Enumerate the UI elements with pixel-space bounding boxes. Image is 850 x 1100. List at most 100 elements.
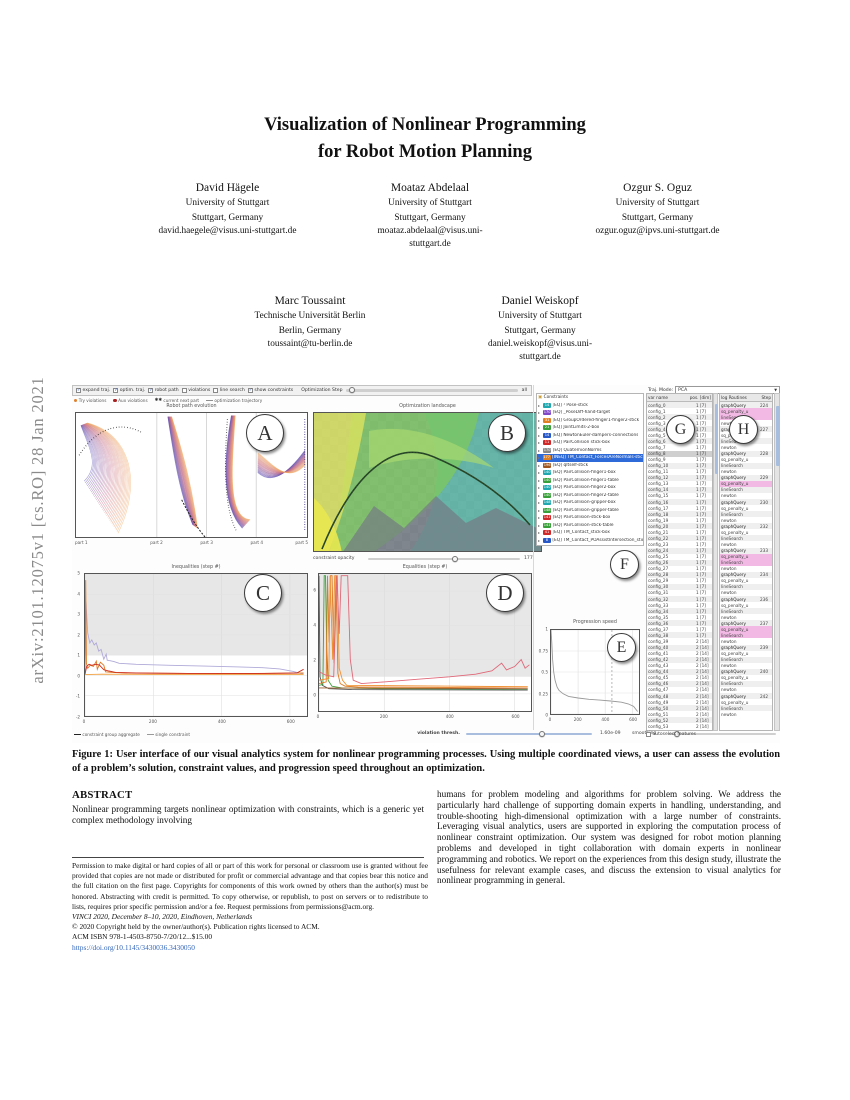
table-row[interactable]: graphQuery 236 <box>720 596 772 603</box>
table-row[interactable]: graphQuery 240 <box>720 668 772 675</box>
table-row[interactable]: config_43 2 [14] <box>647 663 712 669</box>
table-row[interactable]: config_52 2 [14] <box>647 717 712 724</box>
constraint-item[interactable]: ▸ 196 [EQ] qItself-stick <box>537 462 643 470</box>
table-row[interactable]: graphQuery 224 <box>720 402 772 409</box>
constraint-item[interactable]: ▸ 41 [EQ] TM_Contact_stick-box <box>537 529 643 537</box>
constraint-item[interactable]: ▸ 14 [EQ] ¹ Pose-stick <box>537 402 643 410</box>
constraint-opacity-slider[interactable] <box>368 555 520 562</box>
table-row[interactable]: newton <box>720 541 772 547</box>
optimization-step-knob[interactable] <box>348 386 355 393</box>
table-row[interactable]: graphQuery 233 <box>720 547 772 554</box>
constraint-item[interactable]: ▸ 14 [EQ] NewtonEuler-dampers-connections <box>537 432 643 440</box>
constraint-item[interactable]: ▸ 140 [EQ] PairCollision-finger2-table <box>537 492 643 500</box>
table-row[interactable]: lineSearch <box>720 705 772 712</box>
table-row[interactable]: config_31 1 [7] <box>647 590 712 596</box>
table-row[interactable]: graphQuery 242 <box>720 693 772 700</box>
panel-b-optimization-landscape[interactable] <box>313 412 542 552</box>
constraint-item[interactable]: ▸ 170 [EQ] _PoseDiff-hand-target <box>537 409 643 417</box>
table-row[interactable]: sq_penalty_u <box>720 480 772 487</box>
smoothing-slider[interactable] <box>668 730 776 737</box>
table-row[interactable]: config_1 1 [7] <box>647 408 712 414</box>
table-row[interactable]: config_0 1 [7] <box>647 402 712 409</box>
table-row[interactable]: graphQuery 234 <box>720 571 772 578</box>
table-row[interactable]: lineSearch <box>720 511 772 518</box>
table-row[interactable]: config_30 1 [7] <box>647 583 712 590</box>
table-row[interactable]: newton <box>720 566 772 572</box>
scrollbar-thumb[interactable] <box>714 404 718 474</box>
toolbar-checkbox-robot-path[interactable]: ✓ robot path <box>148 388 179 393</box>
table-row[interactable]: newton <box>720 420 772 426</box>
table-row[interactable]: graphQuery 230 <box>720 499 772 506</box>
table-row[interactable]: newton <box>720 444 772 450</box>
table-row[interactable]: config_16 1 [7] <box>647 499 712 506</box>
constraint-item[interactable]: ▸ 141 [EQ] PairCollision-stick-box <box>537 514 643 522</box>
table-row[interactable]: config_9 1 [7] <box>647 457 712 463</box>
table-row[interactable]: config_3 1 [7] <box>647 420 712 426</box>
toolbar-checkbox-expand-traj-[interactable]: ✓ expand traj. <box>76 388 110 393</box>
table-row[interactable]: sq_penalty_u <box>720 505 772 511</box>
table-row[interactable]: lineSearch <box>720 608 772 615</box>
toolbar-checkbox-show-constraints[interactable]: ✓ show constraints <box>247 388 293 393</box>
table-row[interactable]: config_35 1 [7] <box>647 614 712 620</box>
table-row[interactable]: config_13 1 [7] <box>647 481 712 487</box>
table-row[interactable]: config_38 1 [7] <box>647 632 712 639</box>
table-row[interactable]: config_24 1 [7] <box>647 547 712 554</box>
violation-thresh-slider[interactable] <box>466 730 592 737</box>
toolbar-checkbox-violations[interactable]: violations <box>181 388 210 393</box>
table-row[interactable]: sq_penalty_u <box>720 602 772 608</box>
table-row[interactable]: graphQuery 228 <box>720 450 772 457</box>
constraint-item[interactable]: ▸ 11 [EQ] PairCollision stick-box <box>537 439 643 447</box>
table-row[interactable]: config_23 1 [7] <box>647 541 712 547</box>
toolbar-checkbox-line-search[interactable]: line search <box>213 388 245 393</box>
constraint-item[interactable]: ▸ 170 [EQ] QuaternionNorms <box>537 447 643 455</box>
table-row[interactable]: sq_penalty_u <box>720 675 772 681</box>
table-row[interactable]: config_26 1 [7] <box>647 559 712 566</box>
table-row[interactable]: config_25 1 [7] <box>647 554 712 560</box>
table-row[interactable]: config_44 2 [14] <box>647 668 712 675</box>
constraint-item[interactable]: ▸ 140 [EQ] PairCollision-finger2-box <box>537 484 643 492</box>
table-row[interactable]: config_37 1 [7] <box>647 626 712 632</box>
table-row[interactable]: sq_penalty_u <box>720 529 772 535</box>
table-row[interactable]: config_53 2 [14] <box>647 723 712 729</box>
smoothing-knob[interactable] <box>674 730 681 737</box>
constraint-item[interactable]: ▸ 148 [EQ] PairCollision-gripper-table <box>537 507 643 515</box>
table-row[interactable]: lineSearch <box>720 535 772 542</box>
variables-table-scrollbar[interactable] <box>713 393 718 731</box>
table-row[interactable]: sq_penalty_u <box>720 457 772 463</box>
toolbar-checkbox-optim-traj-[interactable]: ✓ optim. traj. <box>113 388 145 393</box>
table-row[interactable]: newton <box>720 638 772 644</box>
table-row[interactable]: config_21 1 [7] <box>647 529 712 535</box>
constraint-item[interactable]: ▸ 177 [INEQ] TM_Contact_ForcesAreNormals-s… <box>537 454 643 462</box>
table-row[interactable]: config_5 1 [7] <box>647 432 712 438</box>
table-row[interactable]: newton <box>720 517 772 523</box>
table-row[interactable]: newton <box>720 590 772 596</box>
panel-d-equalities-chart[interactable] <box>318 573 532 712</box>
table-row[interactable]: config_22 1 [7] <box>647 535 712 542</box>
table-row[interactable]: config_33 1 [7] <box>647 602 712 608</box>
table-row[interactable]: config_15 1 [7] <box>647 493 712 499</box>
table-row[interactable]: lineSearch <box>720 559 772 566</box>
table-row[interactable]: sq_penalty_u <box>720 626 772 633</box>
scrollbar-thumb[interactable] <box>775 406 780 466</box>
constraint-opacity-knob[interactable] <box>451 555 458 562</box>
optimization-step-slider[interactable] <box>345 386 518 393</box>
table-row[interactable]: newton <box>720 614 772 620</box>
table-row[interactable]: config_51 2 [14] <box>647 711 712 717</box>
table-row[interactable]: graphQuery 239 <box>720 644 772 651</box>
table-row[interactable]: sq_penalty_u <box>720 699 772 705</box>
table-row[interactable]: newton <box>720 469 772 475</box>
table-row[interactable]: config_40 2 [14] <box>647 644 712 651</box>
table-row[interactable]: lineSearch <box>720 656 772 663</box>
table-row[interactable]: graphQuery 232 <box>720 523 772 530</box>
table-row[interactable]: sq_penalty_u <box>720 578 772 584</box>
doi-link[interactable]: https://doi.org/10.1145/3430036.3430050 <box>72 942 195 952</box>
table-row[interactable]: config_34 1 [7] <box>647 608 712 615</box>
constraints-root[interactable]: ▣ Constraints <box>538 395 569 401</box>
table-row[interactable]: config_39 2 [14] <box>647 638 712 644</box>
constraint-item[interactable]: ▸ 31 [EQ] GroupOrdered-finger1-finger2-sti… <box>537 417 643 425</box>
table-row[interactable]: lineSearch <box>720 462 772 469</box>
constraint-item[interactable]: ▸ 21 [EQ] JointLimits-2-box <box>537 424 643 432</box>
table-row[interactable]: config_42 2 [14] <box>647 656 712 663</box>
autoselect-features[interactable]: autoselect features <box>646 732 696 737</box>
log-table-scrollbar[interactable] <box>774 393 780 731</box>
